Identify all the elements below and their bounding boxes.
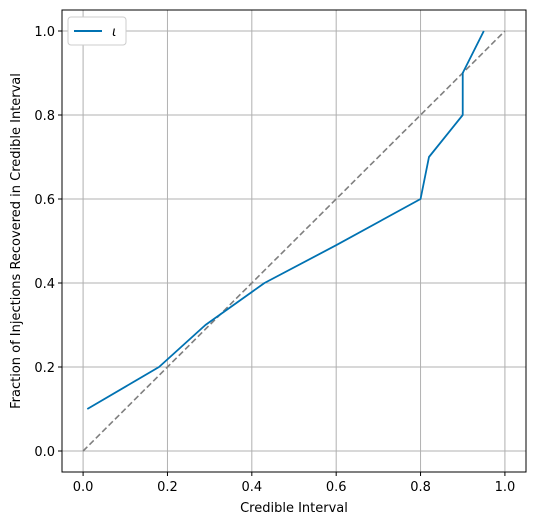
legend-label: ι	[112, 25, 116, 40]
y-tick-label: 1.0	[34, 25, 55, 40]
y-axis-label: Fraction of Injections Recovered in Cred…	[9, 73, 24, 409]
y-tick-label: 0.4	[34, 277, 55, 292]
series-line	[86, 30, 485, 410]
x-tick-label: 0.2	[157, 480, 178, 495]
x-tick-label: 0.4	[241, 480, 262, 495]
y-tick-label: 0.2	[34, 361, 55, 376]
x-tick-label: 0.0	[73, 480, 94, 495]
axes-frame	[61, 9, 527, 473]
x-axis-label: Credible Interval	[240, 501, 348, 516]
reference-line-layer	[82, 30, 506, 452]
x-tick-label: 1.0	[495, 480, 516, 495]
x-tick-label: 0.8	[410, 480, 431, 495]
y-tick-label: 0.8	[34, 109, 55, 124]
legend: ι	[67, 16, 127, 46]
y-tick-label: 0.6	[34, 193, 55, 208]
grid	[62, 10, 526, 472]
series-layer	[86, 30, 485, 410]
y-tick-label: 0.0	[34, 445, 55, 460]
y-axis-ticks: 0.0 0.2 0.4 0.6 0.8 1.0	[34, 25, 62, 460]
x-tick-label: 0.6	[326, 480, 347, 495]
x-axis-ticks: 0.0 0.2 0.4 0.6 0.8 1.0	[73, 472, 516, 495]
reference-diagonal-line	[82, 30, 506, 452]
